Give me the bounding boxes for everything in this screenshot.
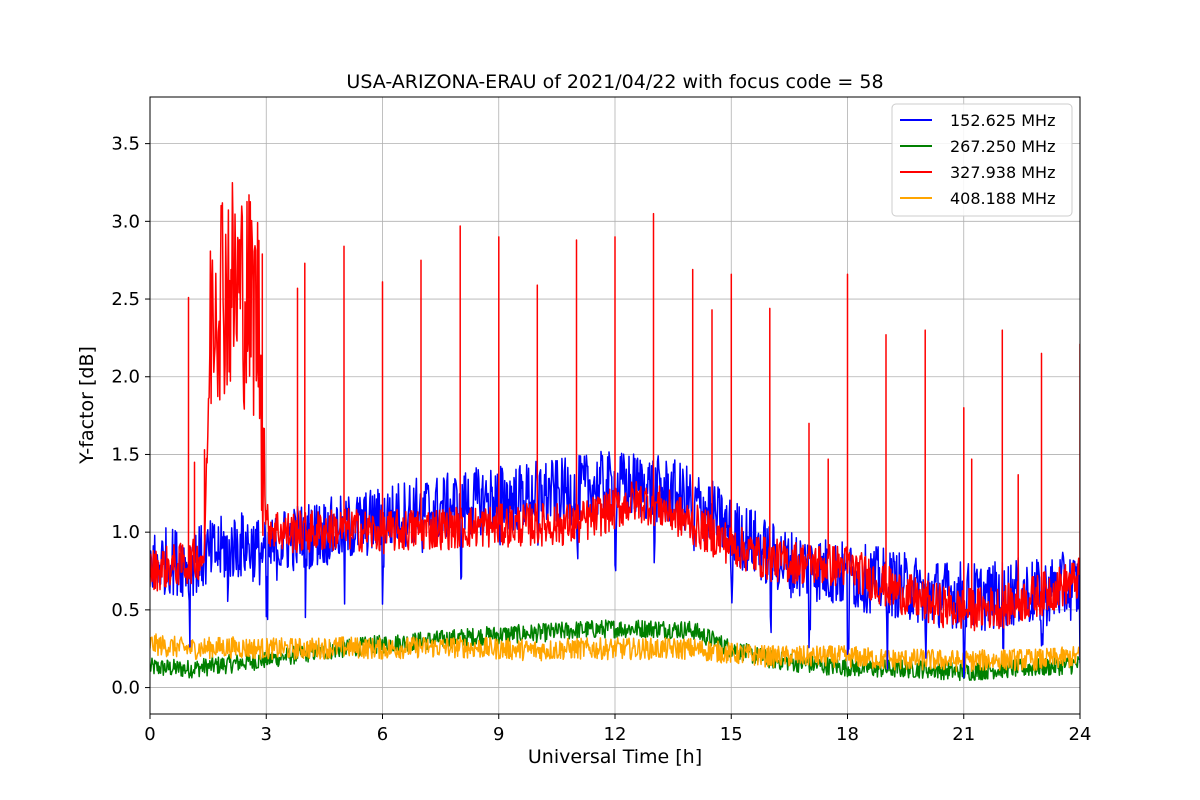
- y-axis-label: Y-factor [dB]: [76, 346, 98, 465]
- y-tick-label: 3.5: [111, 134, 140, 155]
- ticks: 0 3 6 9 12 15 18 21 24 0.0 0.5 1.0 1.5 2.0 2.5 3.0 3.5: [111, 134, 1091, 745]
- x-tick-label: 21: [952, 724, 975, 745]
- y-tick-label: 1.5: [111, 444, 140, 465]
- x-tick-label: 18: [836, 724, 859, 745]
- y-tick-label: 1.0: [111, 522, 140, 543]
- legend-label: 327.938 MHz: [950, 163, 1055, 182]
- x-tick-label: 0: [144, 724, 155, 745]
- x-tick-label: 9: [493, 724, 504, 745]
- y-tick-label: 3.0: [111, 211, 140, 232]
- x-axis-label: Universal Time [h]: [528, 746, 702, 768]
- legend: 152.625 MHz 267.250 MHz 327.938 MHz 408.188…: [891, 103, 1073, 217]
- x-tick-label: 24: [1069, 724, 1092, 745]
- x-tick-label: 15: [720, 724, 743, 745]
- y-tick-label: 0.0: [111, 678, 140, 699]
- x-tick-label: 6: [377, 724, 388, 745]
- legend-label: 267.250 MHz: [950, 137, 1055, 156]
- series-line-327.938 MHz: [150, 181, 1080, 632]
- chart-title: USA-ARIZONA-ERAU of 2021/04/22 with focu…: [346, 71, 883, 93]
- legend-box: [891, 103, 1073, 217]
- y-tick-label: 2.0: [111, 367, 140, 388]
- y-tick-label: 0.5: [111, 600, 140, 621]
- x-tick-label: 12: [604, 724, 627, 745]
- legend-label: 152.625 MHz: [950, 111, 1055, 130]
- legend-label: 408.188 MHz: [950, 189, 1055, 208]
- x-tick-label: 3: [261, 724, 272, 745]
- y-tick-label: 2.5: [111, 289, 140, 310]
- series-layer: [150, 181, 1080, 682]
- series-line-408.188 MHz: [150, 633, 1080, 673]
